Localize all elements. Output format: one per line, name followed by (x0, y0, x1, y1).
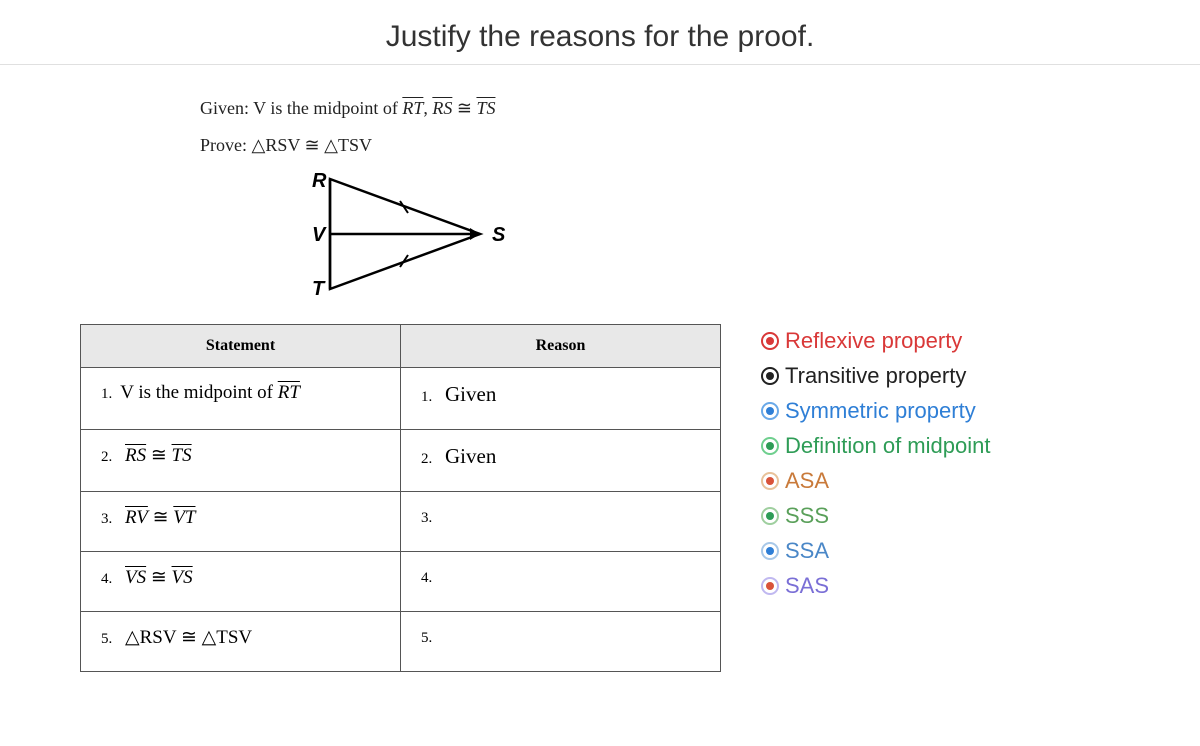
seg: VS (172, 567, 193, 588)
option-label: SSS (785, 499, 829, 532)
prove-text: Prove: △RSV ≅ △TSV (200, 132, 1120, 159)
table-row: 5. △RSV ≅ △TSV 5. (81, 612, 721, 672)
reason-num: 2. (421, 451, 432, 467)
row-num: 1. (101, 386, 112, 402)
seg: VS (125, 567, 146, 588)
seg: VT (173, 507, 195, 528)
radio-icon[interactable] (761, 577, 779, 595)
radio-icon[interactable] (761, 542, 779, 560)
row-num: 5. (101, 631, 112, 647)
option-label: SAS (785, 569, 829, 602)
seg: TS (172, 445, 192, 466)
option-label: SSA (785, 534, 829, 567)
option-item[interactable]: SSA (761, 534, 990, 567)
seg-rs: RS (432, 98, 452, 118)
header-reason: Reason (401, 325, 721, 368)
seg: RV (125, 507, 148, 528)
row-num: 4. (101, 571, 112, 587)
options-list: Reflexive propertyTransitive propertySym… (761, 324, 990, 604)
seg-ts: TS (476, 98, 495, 118)
reason-num: 4. (421, 570, 432, 586)
reason-num: 5. (421, 630, 432, 646)
reason-text: Given (445, 382, 496, 406)
seg: RT (278, 382, 300, 403)
option-label: Reflexive property (785, 324, 962, 357)
label-v: V (312, 224, 327, 246)
radio-icon[interactable] (761, 472, 779, 490)
radio-icon[interactable] (761, 437, 779, 455)
label-t: T (312, 278, 326, 299)
seg: RS (125, 445, 146, 466)
option-label: ASA (785, 464, 829, 497)
option-label: Definition of midpoint (785, 429, 990, 462)
page-title: Justify the reasons for the proof. (0, 0, 1200, 64)
radio-icon[interactable] (761, 367, 779, 385)
given-prefix: Given: V is the midpoint of (200, 98, 402, 118)
header-statement: Statement (81, 325, 401, 368)
radio-icon[interactable] (761, 507, 779, 525)
given-text: Given: V is the midpoint of RT, RS ≅ TS (200, 95, 1120, 122)
label-r: R (312, 170, 327, 192)
option-item[interactable]: Reflexive property (761, 324, 990, 357)
seg-rt: RT (402, 98, 423, 118)
radio-icon[interactable] (761, 332, 779, 350)
table-row: 3. RV ≅ VT 3. (81, 492, 721, 552)
option-item[interactable]: SAS (761, 569, 990, 602)
content-area: Given: V is the midpoint of RT, RS ≅ TS … (0, 65, 1200, 672)
option-label: Transitive property (785, 359, 966, 392)
prove-prefix: Prove: △RSV ≅ △TSV (200, 135, 372, 155)
row-text: △RSV ≅ △TSV (125, 627, 252, 648)
option-item[interactable]: Transitive property (761, 359, 990, 392)
row-num: 3. (101, 511, 112, 527)
triangle-diagram: R V T S (290, 169, 1120, 304)
table-row: 2. RS ≅ TS 2. Given (81, 430, 721, 492)
option-item[interactable]: ASA (761, 464, 990, 497)
label-s: S (492, 224, 506, 246)
option-item[interactable]: SSS (761, 499, 990, 532)
comma: , (423, 98, 432, 118)
row-text: V is the midpoint of (120, 382, 277, 403)
table-row: 4. VS ≅ VS 4. (81, 552, 721, 612)
option-item[interactable]: Definition of midpoint (761, 429, 990, 462)
cong: ≅ (146, 567, 171, 588)
option-label: Symmetric property (785, 394, 976, 427)
row-num: 2. (101, 449, 112, 465)
cong: ≅ (148, 507, 173, 528)
option-item[interactable]: Symmetric property (761, 394, 990, 427)
reason-num: 1. (421, 389, 432, 405)
proof-table: Statement Reason 1. V is the midpoint of … (80, 324, 721, 672)
cong: ≅ (452, 98, 476, 118)
reason-text: Given (445, 444, 496, 468)
table-row: 1. V is the midpoint of RT 1. Given (81, 368, 721, 430)
reason-num: 3. (421, 510, 432, 526)
radio-icon[interactable] (761, 402, 779, 420)
cong: ≅ (146, 445, 171, 466)
